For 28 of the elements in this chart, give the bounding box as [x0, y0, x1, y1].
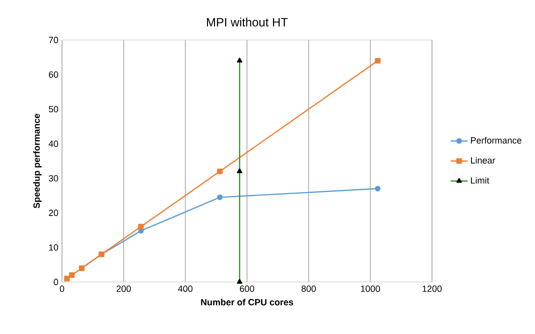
y-tick-label: 30	[48, 175, 58, 182]
y-tick-label: 20	[48, 210, 58, 216]
x-tick-label: 1200	[422, 286, 442, 292]
x-tick-label: 200	[116, 286, 131, 292]
point	[138, 224, 144, 230]
legend-label: Performance	[471, 136, 522, 144]
x-axis-title: Number of CPU cores	[201, 298, 294, 306]
y-tick-label: 60	[48, 71, 58, 78]
chart-title: MPI without HT	[206, 18, 288, 26]
point	[217, 168, 223, 174]
y-axis-title: Speedup performance	[33, 114, 42, 208]
x-tick-label: 400	[178, 286, 192, 292]
y-tick-label: 50	[48, 106, 58, 112]
point	[64, 276, 70, 282]
y-tick-label: 40	[48, 140, 58, 147]
legend-label: Limit	[471, 176, 490, 184]
point	[374, 186, 381, 192]
point	[69, 272, 75, 278]
point	[217, 194, 223, 200]
x-tick-label: 1000	[361, 286, 380, 292]
y-tick-label: 0	[54, 278, 58, 286]
point	[374, 58, 381, 64]
x-tick-label: 600	[240, 286, 254, 292]
x-tick-label: 800	[302, 286, 316, 292]
y-tick-label: 70	[48, 36, 58, 44]
legend-label: Linear	[471, 156, 496, 164]
y-tick-label: 10	[49, 244, 58, 251]
x-tick-label: 0	[60, 286, 64, 292]
